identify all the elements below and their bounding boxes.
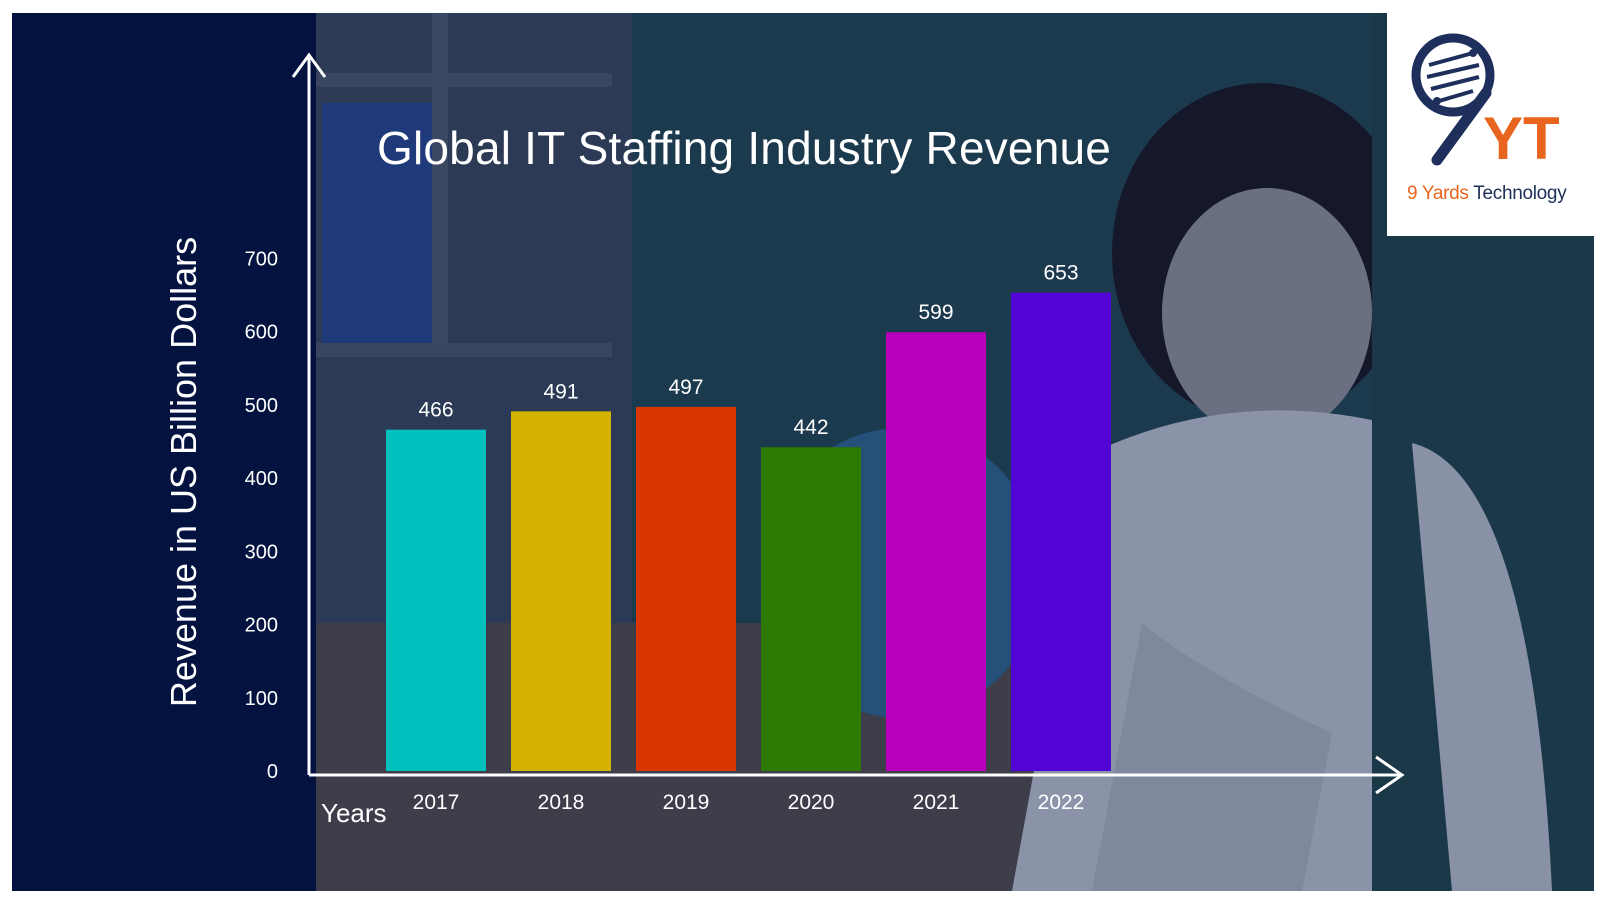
y-tick-label: 200 [245,615,278,637]
bar-chart: 0 100 200 300 400 500 600 700 466 491 497 442 599 65… [245,52,1405,814]
company-logo: YT 9 Yards Technology [1387,13,1600,236]
data-label-2019: 497 [668,376,703,399]
data-label-2022: 653 [1043,262,1078,285]
x-tick-label-2022: 2022 [1038,791,1085,814]
bars [386,292,1111,771]
bar-2022 [1011,292,1111,771]
y-tick-labels: 0 100 200 300 400 500 600 700 [245,248,278,783]
bar-2018 [511,411,611,771]
bar-2021 [886,332,986,771]
y-tick-label: 0 [267,761,278,783]
data-label-2017: 466 [418,399,453,422]
chart-title: Global IT Staffing Industry Revenue [377,122,1112,174]
x-axis-arrowhead [1375,755,1405,795]
bar-2020 [761,447,861,771]
x-tick-label-2021: 2021 [913,791,960,814]
data-label-2020: 442 [793,416,828,439]
data-labels: 466 491 497 442 599 653 [418,262,1078,440]
bar-2019 [636,406,736,771]
y-tick-label: 600 [245,322,278,344]
x-tick-label-2017: 2017 [413,791,460,814]
y-tick-label: 300 [245,541,278,563]
data-label-2018: 491 [543,380,578,403]
x-tick-labels: 2017 2018 2019 2020 2021 2022 [413,791,1085,814]
y-tick-label: 400 [245,468,278,490]
logo-word-nine-yards: 9 Yards [1407,183,1469,204]
x-tick-label-2018: 2018 [538,791,585,814]
x-tick-label-2019: 2019 [663,791,710,814]
y-axis-label: Revenue in US Billion Dollars [163,236,204,708]
logo-nine-icon: YT [1411,33,1560,172]
chart-frame: 0 100 200 300 400 500 600 700 466 491 497 442 599 65… [12,13,1594,891]
background-photo [12,13,1594,891]
y-tick-label: 100 [245,688,278,710]
chart-axes [291,52,1405,795]
logo-mark-text: YT [1483,105,1560,172]
logo-wordmark: 9 Yards Technology [1407,183,1587,205]
bar-2017 [386,429,486,771]
left-panel [12,13,316,891]
x-tick-label-2020: 2020 [788,791,835,814]
y-axis-arrowhead [291,52,327,78]
logo-word-technology: Technology [1473,183,1567,204]
y-tick-label: 700 [245,248,278,270]
x-axis-label: Years [321,798,387,828]
y-tick-label: 500 [245,395,278,417]
data-label-2021: 599 [918,301,953,324]
